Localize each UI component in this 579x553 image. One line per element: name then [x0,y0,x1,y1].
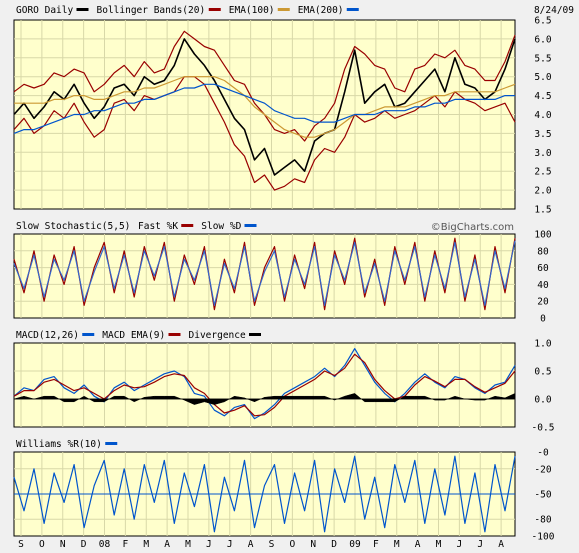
y-tick-label: 80 [537,246,549,257]
legend-label: EMA(200) [298,5,344,16]
legend-label: Bollinger Bands(20) [97,5,206,16]
legend-label: Divergence [189,330,246,341]
series-price [13,38,516,176]
x-tick-label: S [18,539,24,550]
x-tick-label: M [185,539,191,550]
y-tick-label: -0.5 [532,423,555,434]
legend-label: MACD EMA(9) [102,330,165,341]
x-tick-label: A [248,539,254,550]
y-tick-label: -80 [534,515,551,526]
x-tick-label: S [269,539,275,550]
y-tick-label: 5.5 [534,53,551,64]
legend-swatch [105,442,118,445]
legend-label: Williams %R(10) [16,439,102,450]
y-tick-label: 4.5 [534,91,551,102]
x-tick-label: F [373,539,379,550]
y-tick-label: 20 [537,297,549,308]
x-tick-label: M [143,539,149,550]
legend-swatch [76,8,89,11]
y-tick-label: 0.0 [534,395,551,406]
x-tick-label: M [436,539,442,550]
y-tick-label: 4.0 [534,110,551,121]
legend-label: GORO Daily [16,5,73,16]
y-tick-label: 100 [534,230,551,241]
legends: GORO Daily Bollinger Bands(20) EMA(100) EMA… [16,5,359,450]
y-tick-label: 1.5 [534,205,551,216]
y-tick-label: 5.0 [534,72,551,83]
x-tick-label: J [457,539,463,550]
series-bollinger-lower [13,76,516,191]
x-tick-label: F [123,539,129,550]
x-axis: S O N D 08 F M A M J J A S O N D 09 F M A M J J A [18,539,504,550]
legend-swatch [277,8,290,11]
x-tick-label: N [60,539,66,550]
legend-swatch [168,333,181,336]
y-tick-label: -50 [534,490,551,501]
series-ema-200 [13,83,515,134]
x-tick-label: A [164,539,170,550]
y-tick-label: 2.0 [534,186,551,197]
legend-swatch [346,8,359,11]
y-tick-label: -0 [537,448,549,459]
y-tick-label: 0 [540,314,546,325]
x-tick-label: N [310,539,316,550]
legend-swatch [181,224,194,227]
x-tick-label: J [477,539,483,550]
x-tick-label: J [206,539,212,550]
y-tick-label: 40 [537,280,549,291]
y-tick-label: 3.0 [534,148,551,159]
series-lines [13,30,516,533]
legend-swatch [82,333,95,336]
date-label: 8/24/09 [534,5,574,16]
series-williams [13,455,516,533]
y-tick-label: 60 [537,263,549,274]
legend-label: Fast %K [138,221,178,232]
x-tick-label: A [415,539,421,550]
stochastic-panel [13,233,516,319]
x-tick-label: A [498,539,504,550]
x-tick-label: M [394,539,400,550]
x-tick-label: 09 [349,539,361,550]
legend-label: EMA(100) [229,5,275,16]
legend-label: Slow Stochastic(5,5) [16,221,130,232]
legend-label: Slow %D [201,221,241,232]
x-tick-label: D [331,539,337,550]
series-slow-d [13,240,516,306]
y-tick-label: 2.5 [534,167,551,178]
y-tick-label: 6.0 [534,34,551,45]
bigcharts-watermark: ©BigCharts.com [431,222,514,233]
x-tick-label: D [81,539,87,550]
legend-swatch [208,8,221,11]
x-tick-label: J [227,539,233,550]
y-tick-label: -20 [534,464,551,475]
legend-label: MACD(12,26) [16,330,79,341]
y-tick-label: 6.5 [534,16,551,27]
y-axes: 6.5 6.0 5.5 5.0 4.5 4.0 3.5 3.0 2.5 2.0 1.5 100 80 60… [532,16,555,543]
y-tick-label: 0.5 [534,367,551,378]
series-signal [13,353,516,417]
y-tick-label: 3.5 [534,129,551,140]
x-tick-label: 08 [99,539,111,550]
legend-swatch [244,224,257,227]
y-tick-label: -100 [532,532,555,543]
y-tick-label: 1.0 [534,339,551,350]
x-tick-label: O [290,539,296,550]
legend-swatch [249,333,261,336]
x-tick-label: O [39,539,45,550]
series-ema-100 [14,76,516,138]
